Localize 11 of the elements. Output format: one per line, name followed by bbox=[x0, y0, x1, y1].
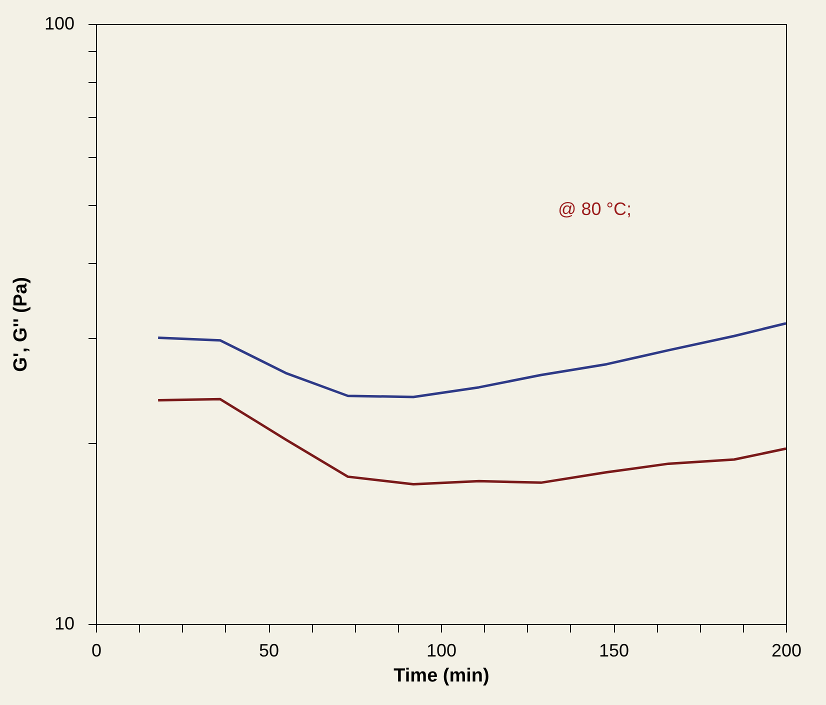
x-tick-label: 150 bbox=[598, 640, 630, 660]
line-series bbox=[156, 398, 788, 486]
x-tick-label: 100 bbox=[426, 640, 457, 660]
y-axis-title: G', G'' (Pa) bbox=[10, 277, 32, 372]
line-series bbox=[156, 322, 788, 398]
y-tick-label: 10 bbox=[54, 614, 74, 634]
x-tick-label: 0 bbox=[91, 640, 102, 660]
annotation: @ 80 °C; bbox=[558, 199, 632, 219]
x-axis-title: Time (min) bbox=[394, 666, 490, 686]
x-tick-label: 50 bbox=[258, 640, 280, 660]
x-tick-label: 200 bbox=[771, 640, 802, 660]
